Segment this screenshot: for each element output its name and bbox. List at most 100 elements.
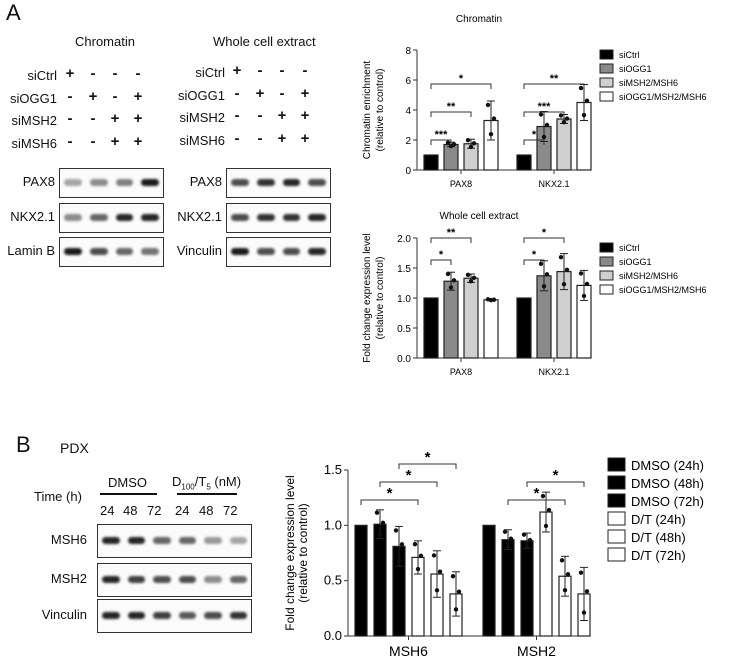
svg-text:*: * [387,485,393,502]
svg-text:1.5: 1.5 [397,264,411,275]
band [229,576,247,583]
wce-chart: Whole cell extract 0.0 0.5 1.0 1.5 2.0 Fold ch… [362,211,707,377]
legend-label: siMSH2/MSH6 [619,78,678,88]
legend-swatch [599,242,614,253]
bar [373,523,387,637]
band [115,248,134,255]
band [153,576,171,583]
bar [423,154,439,171]
band [127,612,145,619]
band [115,214,134,221]
pdx-blot-box [97,524,252,558]
condition-sign: - [90,65,96,82]
svg-text:***: *** [538,101,552,113]
time-point: 48 [199,503,214,518]
condition-sign: - [112,88,118,105]
condition-sign: - [67,88,73,105]
svg-text:Fold change expression level: Fold change expression level [362,233,373,363]
wce-blot-box [226,168,331,198]
time-label: Time (h) [34,489,82,504]
condition-sign: + [88,88,98,105]
svg-text:4: 4 [405,106,411,117]
legend-swatch [599,270,614,281]
condition-sign: - [90,110,96,127]
legend-swatch [607,529,626,544]
svg-text:*: * [425,449,431,466]
band [64,214,82,221]
time-point: 72 [147,503,162,518]
band [141,179,159,186]
band [231,248,249,255]
svg-text:Fold change expression level: Fold change expression level [283,475,297,630]
group-dt: D100/T5 (nM) [172,474,242,492]
pdx-blot-label: Vinculin [41,607,87,622]
group-dmso-line [100,493,157,495]
condition-sign: - [257,130,263,147]
band [141,248,159,255]
time-point: 48 [123,503,138,518]
time-point: 72 [223,503,238,518]
band [204,612,222,619]
band [102,537,120,544]
condition-sign: - [234,107,240,124]
chromatin-blot-label: Lamin B [7,243,55,258]
condition-sign: + [133,88,143,105]
svg-text:1.5: 1.5 [324,462,342,477]
chromatin-blot-box [59,237,164,267]
band [64,179,82,186]
bar [423,297,439,359]
svg-text:6: 6 [405,76,411,87]
condition-sign: + [133,133,143,150]
legend-swatch [599,284,614,295]
band [178,612,196,619]
band [153,612,171,619]
condition-label: siMSH6 [11,136,57,151]
condition-label: siCtrl [195,65,225,80]
svg-text:2: 2 [405,136,411,147]
legend-label: D/T (72h) [631,548,686,563]
band [89,179,108,186]
chart-title: Chromatin [456,14,502,25]
band [231,214,249,221]
condition-sign: + [110,110,120,127]
condition-sign: - [234,85,240,102]
svg-text:*: * [439,249,444,261]
band [204,576,222,583]
panel-b-letter: B [16,432,31,457]
legend-swatch [607,511,626,526]
band [102,576,120,583]
category-label: MSH2 [517,643,556,659]
band [256,214,275,221]
legend-swatch [599,63,614,74]
wce-blot-title: Whole cell extract [213,34,316,49]
condition-sign: + [300,130,310,147]
svg-text:0: 0 [405,166,411,177]
band [282,179,301,186]
pdx-blot-box [97,563,252,597]
category-label: NKX2.1 [538,179,569,189]
band [229,612,247,619]
legend-label: siCtrl [619,50,640,60]
band [282,248,301,255]
svg-text:(relative to control): (relative to control) [375,69,386,152]
condition-sign: - [234,130,240,147]
svg-text:0.0: 0.0 [397,354,411,365]
band [308,179,326,186]
condition-sign: + [65,65,75,82]
condition-sign: + [232,62,242,79]
model-label: PDX [60,440,89,456]
legend-swatch [607,475,626,490]
band [256,179,275,186]
bar [516,154,532,171]
chromatin-blot-title: Chromatin [75,34,135,49]
band [178,537,196,544]
legend-label: siOGG1 [619,64,652,74]
svg-text:8: 8 [405,46,411,57]
condition-sign: - [279,85,285,102]
svg-text:Chromatin enrichment: Chromatin enrichment [362,61,373,160]
condition-label: siMSH6 [179,133,225,148]
condition-sign: + [277,107,287,124]
bar [443,280,459,359]
band [141,214,159,221]
